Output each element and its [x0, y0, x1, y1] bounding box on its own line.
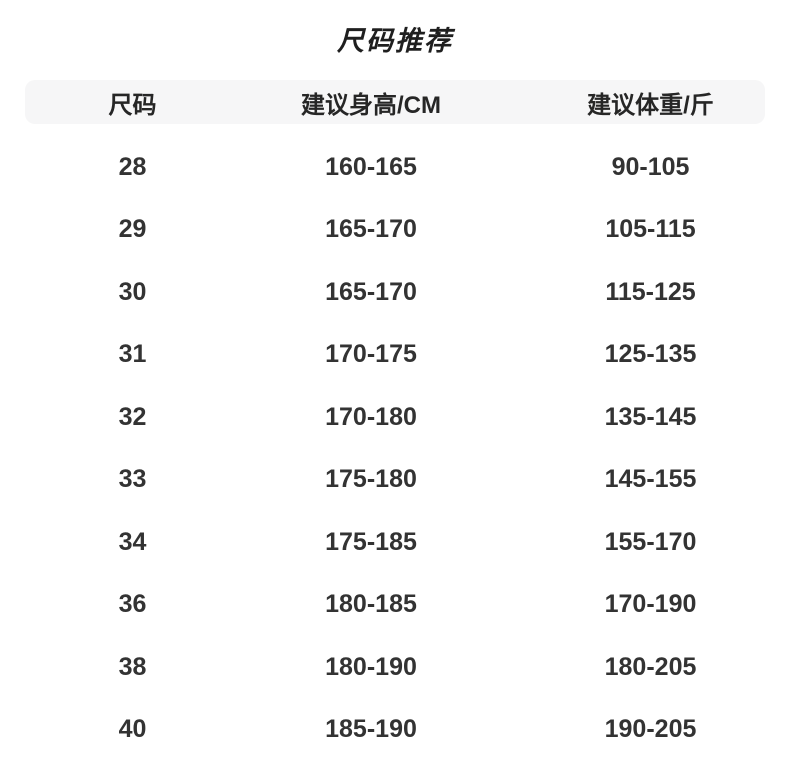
height-cell: 180-190 [325, 652, 417, 681]
size-cell: 31 [118, 340, 147, 369]
weight-cell: 105-115 [605, 215, 696, 244]
size-cell: 33 [118, 465, 147, 494]
table-row: 40 185-190 190-205 [25, 699, 765, 762]
size-cell: 28 [118, 152, 147, 181]
height-cell: 185-190 [325, 715, 417, 744]
table-row: 30 165-170 115-125 [25, 261, 765, 324]
height-cell: 170-175 [325, 340, 417, 369]
size-cell: 38 [118, 652, 147, 681]
weight-cell: 115-125 [605, 277, 696, 306]
height-cell: 160-165 [325, 152, 417, 181]
table-header-row: 尺码 建议身高/CM 建议体重/斤 [25, 80, 765, 124]
height-cell: 165-170 [325, 215, 417, 244]
table-row: 38 180-190 180-205 [25, 636, 765, 699]
height-cell: 175-180 [325, 465, 417, 494]
weight-cell: 135-145 [604, 402, 697, 431]
table-body: 28 160-165 90-105 29 165-170 105-115 30 … [25, 136, 765, 761]
size-cell: 30 [118, 277, 147, 306]
column-header-size: 尺码 [108, 91, 157, 119]
weight-cell: 180-205 [604, 652, 697, 681]
table-row: 29 165-170 105-115 [25, 199, 765, 262]
weight-cell: 145-155 [604, 465, 697, 494]
size-table: 尺码 建议身高/CM 建议体重/斤 28 160-165 90-105 29 1… [25, 80, 765, 761]
weight-cell: 170-190 [604, 590, 697, 619]
size-cell: 40 [118, 715, 147, 744]
size-cell: 29 [118, 215, 147, 244]
weight-cell: 190-205 [604, 715, 697, 744]
height-cell: 175-185 [325, 527, 417, 556]
weight-cell: 90-105 [611, 152, 690, 181]
height-cell: 165-170 [325, 277, 417, 306]
table-row: 31 170-175 125-135 [25, 324, 765, 387]
weight-cell: 155-170 [604, 527, 697, 556]
height-cell: 180-185 [325, 590, 417, 619]
table-row: 36 180-185 170-190 [25, 574, 765, 637]
page-title: 尺码推荐 [337, 26, 453, 56]
table-row: 28 160-165 90-105 [25, 136, 765, 199]
table-row: 34 175-185 155-170 [25, 511, 765, 574]
table-row: 33 175-180 145-155 [25, 449, 765, 512]
column-header-weight: 建议体重/斤 [587, 91, 714, 119]
column-header-height: 建议身高/CM [301, 91, 441, 119]
height-cell: 170-180 [325, 402, 417, 431]
table-row: 32 170-180 135-145 [25, 386, 765, 449]
weight-cell: 125-135 [604, 340, 697, 369]
size-cell: 32 [118, 402, 147, 431]
size-cell: 34 [118, 527, 147, 556]
size-cell: 36 [118, 590, 147, 619]
